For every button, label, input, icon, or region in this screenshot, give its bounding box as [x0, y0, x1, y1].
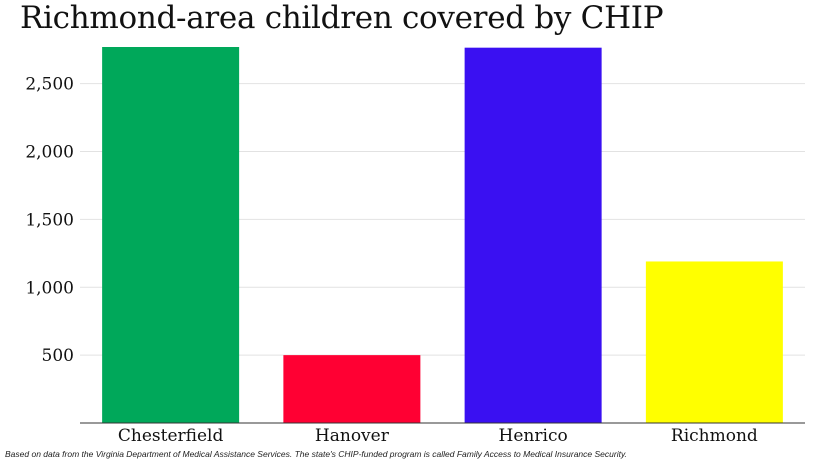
x-category-label: Hanover — [315, 426, 390, 446]
chart-title: Richmond-area children covered by CHIP — [20, 0, 664, 36]
x-category-label: Richmond — [671, 426, 758, 446]
y-tick-label: 1,500 — [25, 210, 74, 230]
y-axis-ticks: 500 1,000 1,500 2,000 2,500 — [25, 75, 74, 366]
source-note: Based on data from the Virginia Departme… — [5, 449, 627, 459]
y-tick-label: 1,000 — [25, 278, 74, 298]
y-tick-label: 2,000 — [25, 143, 74, 163]
y-tick-label: 2,500 — [25, 75, 74, 95]
x-category-label: Henrico — [499, 426, 568, 446]
y-tick-label: 500 — [42, 346, 74, 366]
bar-henrico — [464, 47, 602, 423]
bar-hanover — [283, 355, 421, 423]
bar-richmond — [645, 261, 783, 423]
bars — [102, 47, 783, 423]
x-category-label: Chesterfield — [118, 426, 224, 446]
x-axis-labels: Chesterfield Hanover Henrico Richmond — [118, 426, 758, 446]
bar-chesterfield — [102, 47, 240, 423]
